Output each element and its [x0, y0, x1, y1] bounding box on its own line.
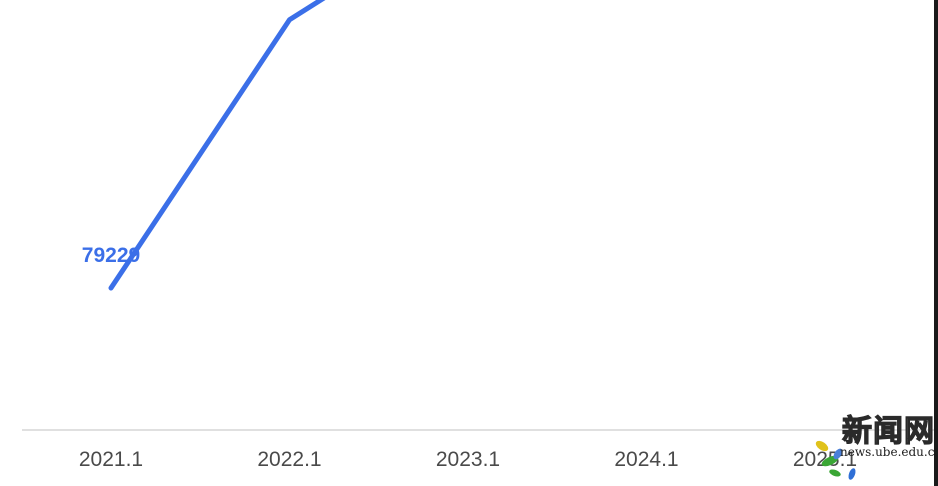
x-tick-label: 2022.1 [257, 448, 321, 471]
right-edge-border [934, 0, 938, 486]
x-tick-label: 2021.1 [79, 448, 143, 471]
leaf-logo-icon [815, 440, 856, 480]
series-line [108, 0, 326, 291]
data-label: 79229 [82, 244, 140, 267]
watermark-text: 新闻网 [841, 413, 935, 449]
watermark-url: news.ube.edu.cn [840, 445, 938, 459]
x-tick-label: 2023.1 [436, 448, 500, 471]
watermark-logo: 新闻网 news.ube.edu.cn [808, 404, 938, 486]
x-tick-label: 2024.1 [614, 448, 678, 471]
